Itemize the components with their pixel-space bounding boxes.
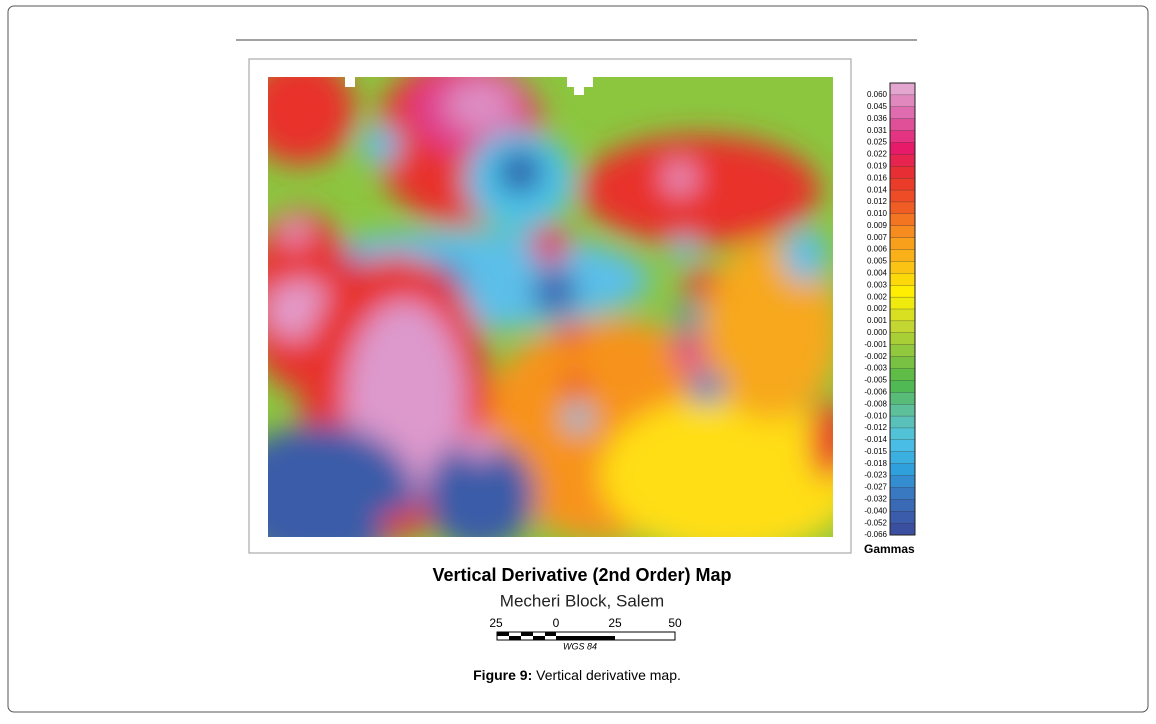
legend-swatch <box>889 237 916 250</box>
legend-label: 0.019 <box>867 161 888 170</box>
legend-label: -0.040 <box>864 506 887 515</box>
legend-swatch <box>889 368 916 381</box>
legend-label: 0.031 <box>867 126 888 135</box>
legend-swatch <box>889 344 916 358</box>
legend-swatch <box>889 201 916 215</box>
legend-label: -0.023 <box>864 471 887 480</box>
map-title: Vertical Derivative (2nd Order) Map <box>432 565 731 585</box>
legend-label: -0.027 <box>864 483 887 492</box>
legend-swatch <box>889 106 916 120</box>
legend-label: 0.001 <box>867 316 888 325</box>
legend-label: 0.036 <box>867 114 888 123</box>
legend-label: 0.025 <box>867 138 888 147</box>
legend-swatch <box>889 178 916 191</box>
legend-swatch <box>889 499 916 512</box>
legend-swatch <box>889 261 916 274</box>
legend-label: 0.007 <box>867 233 888 242</box>
caption-label: Figure 9: <box>473 667 532 683</box>
legend-swatch <box>889 475 916 488</box>
legend-label: -0.052 <box>864 518 887 527</box>
legend-swatch <box>889 356 916 369</box>
legend-swatch <box>889 487 916 500</box>
scale-label: 25 <box>608 616 622 630</box>
legend-swatch <box>889 296 916 310</box>
legend-label: 0.002 <box>867 304 888 313</box>
legend-label: 0.000 <box>867 328 888 337</box>
legend-label: -0.003 <box>864 364 887 373</box>
legend-label: 0.022 <box>867 150 888 159</box>
legend-label: 0.010 <box>867 209 888 218</box>
legend-swatch <box>889 404 916 417</box>
legend-swatch <box>889 320 916 334</box>
legend-swatch <box>889 308 916 322</box>
legend-swatch <box>889 189 916 203</box>
legend-swatch <box>889 427 916 441</box>
legend-label: 0.006 <box>867 245 888 254</box>
legend-label: 0.060 <box>867 90 888 99</box>
legend-label: -0.001 <box>864 340 887 349</box>
legend-label: 0.005 <box>867 257 888 266</box>
legend-swatch <box>889 511 916 524</box>
legend-label: 0.009 <box>867 221 888 230</box>
legend-label: -0.014 <box>864 435 887 444</box>
legend-label: -0.032 <box>864 495 887 504</box>
legend-unit: Gammas <box>864 542 915 556</box>
legend-swatch <box>889 166 916 179</box>
legend-label: -0.008 <box>864 399 887 408</box>
legend-label: -0.018 <box>864 459 887 468</box>
legend-label: -0.010 <box>864 411 887 420</box>
legend-swatch <box>889 142 916 155</box>
legend-label: -0.006 <box>864 387 887 396</box>
legend-border <box>889 82 916 536</box>
legend-label: -0.002 <box>864 352 887 361</box>
legend-label: 0.045 <box>867 102 888 111</box>
legend-swatch <box>889 154 916 167</box>
legend-swatch <box>889 439 916 453</box>
legend-label: 0.004 <box>867 269 888 278</box>
map-subtitle: Mecheri Block, Salem <box>500 591 664 610</box>
legend-label: -0.012 <box>864 423 887 432</box>
scale-datum: WGS 84 <box>563 641 597 651</box>
caption: Figure 9: Vertical derivative map. <box>473 667 681 683</box>
legend-label: -0.005 <box>864 376 887 385</box>
legend-label: 0.016 <box>867 173 888 182</box>
legend-swatch <box>889 130 916 143</box>
legend-swatch <box>889 392 916 405</box>
map <box>268 77 833 537</box>
legend-swatch <box>889 249 916 262</box>
legend-swatch <box>889 225 916 239</box>
legend-label: -0.015 <box>864 447 887 456</box>
legend-swatch <box>889 522 916 536</box>
legend-label: 0.003 <box>867 280 888 289</box>
scale-label: 25 <box>489 616 503 630</box>
legend-swatch <box>889 118 916 132</box>
legend-swatch <box>889 451 916 465</box>
legend-label: -0.066 <box>864 530 887 539</box>
caption-text: Vertical derivative map. <box>536 667 681 683</box>
legend-swatch <box>889 94 916 108</box>
legend-label: 0.012 <box>867 197 888 206</box>
legend-label: 0.002 <box>867 292 888 301</box>
legend: 0.060 0.045 0.036 0.031 0.025 0.022 0.019 0.016… <box>864 82 916 539</box>
legend-swatch <box>889 213 916 227</box>
legend-swatch <box>889 415 916 429</box>
scale-label: 50 <box>668 616 682 630</box>
legend-swatch <box>889 82 916 96</box>
legend-swatch <box>889 332 916 346</box>
scale-bar: 25 0 25 50 WGS 84 <box>489 616 682 651</box>
legend-swatch <box>889 273 916 286</box>
legend-label: 0.014 <box>867 185 888 194</box>
legend-swatch <box>889 380 916 393</box>
legend-swatch <box>889 463 916 476</box>
legend-swatch <box>889 285 916 298</box>
scale-label: 0 <box>553 616 560 630</box>
